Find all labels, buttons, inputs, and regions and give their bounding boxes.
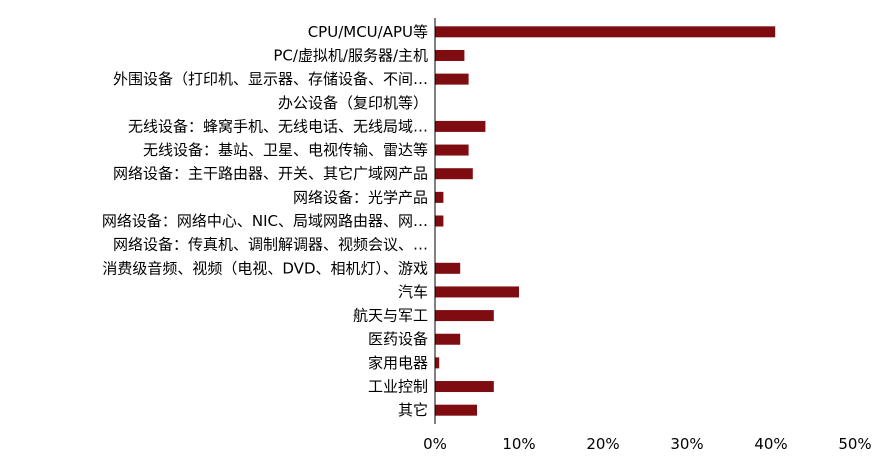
bar bbox=[435, 357, 440, 369]
category-label: 无线设备：蜂窝手机、无线电话、无线局域… bbox=[128, 117, 428, 135]
category-label: 汽车 bbox=[398, 283, 428, 301]
category-label: 网络设备：主干路由器、开关、其它广域网产品 bbox=[113, 165, 428, 183]
bar bbox=[435, 191, 444, 203]
category-label: 消费级音频、视频（电视、DVD、相机灯）、游戏 bbox=[102, 259, 428, 277]
bar bbox=[435, 26, 776, 38]
x-tick-label: 50% bbox=[838, 435, 871, 453]
bar bbox=[435, 215, 444, 227]
category-label: 医药设备 bbox=[368, 330, 428, 348]
bar bbox=[435, 333, 461, 345]
bars bbox=[435, 26, 776, 416]
category-label: 无线设备：基站、卫星、电视传输、雷达等 bbox=[143, 141, 428, 159]
bar bbox=[435, 404, 477, 416]
category-label: PC/虚拟机/服务器/主机 bbox=[273, 46, 428, 64]
category-label: 航天与军工 bbox=[353, 307, 428, 325]
category-label: 办公设备（复印机等） bbox=[278, 94, 428, 112]
bar bbox=[435, 144, 469, 156]
bar bbox=[435, 262, 461, 274]
category-label: 其它 bbox=[398, 401, 428, 419]
bar bbox=[435, 381, 494, 393]
bar bbox=[435, 120, 486, 132]
category-labels: CPU/MCU/APU等 PC/虚拟机/服务器/主机外围设备（打印机、显示器、存储… bbox=[102, 23, 428, 419]
category-label: 外围设备（打印机、显示器、存储设备、不间… bbox=[113, 70, 428, 88]
x-tick-label: 40% bbox=[754, 435, 787, 453]
x-tick-labels: 0% 10% 20% 30% 40% 50% bbox=[423, 435, 872, 453]
category-label: 网络设备：传真机、调制解调器、视频会议、… bbox=[113, 236, 428, 254]
x-tick-label: 20% bbox=[586, 435, 619, 453]
bar bbox=[435, 310, 494, 322]
x-tick-label: 30% bbox=[670, 435, 703, 453]
bar bbox=[435, 168, 473, 180]
bar bbox=[435, 286, 519, 298]
category-label: 工业控制 bbox=[368, 378, 428, 396]
category-label: 网络设备：网络中心、NIC、局域网路由器、网… bbox=[102, 212, 428, 230]
category-label: 家用电器 bbox=[368, 354, 428, 372]
category-label: 网络设备：光学产品 bbox=[293, 188, 428, 206]
bar bbox=[435, 49, 465, 61]
category-label: CPU/MCU/APU等 bbox=[308, 23, 428, 41]
bar bbox=[435, 73, 469, 85]
x-tick-label: 0% bbox=[423, 435, 447, 453]
x-tick-label: 10% bbox=[502, 435, 535, 453]
